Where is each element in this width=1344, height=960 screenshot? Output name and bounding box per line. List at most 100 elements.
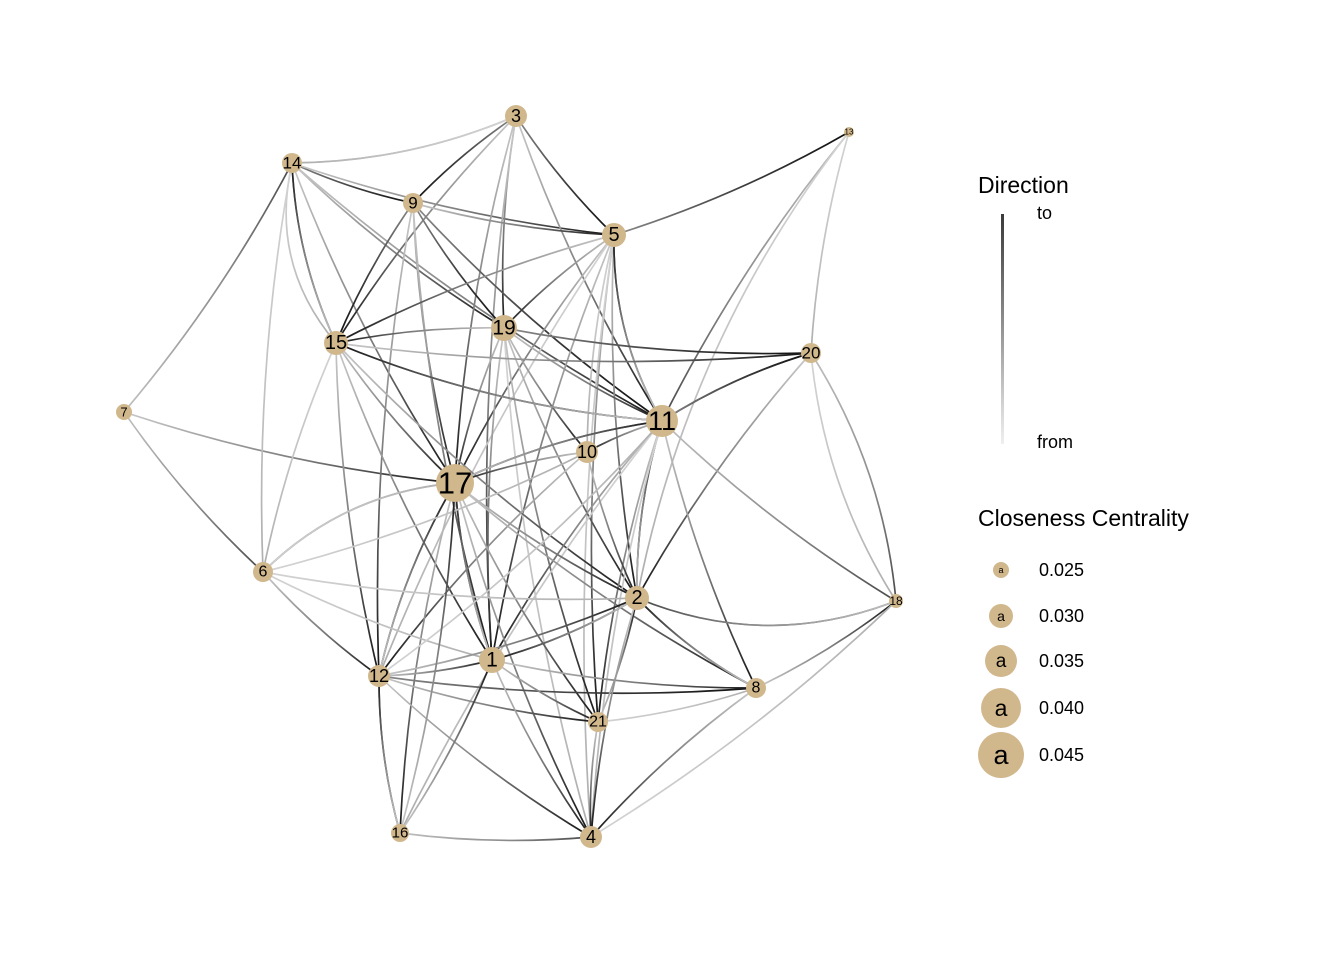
graph-edge-20-18 bbox=[810, 352, 897, 602]
node-circle bbox=[479, 647, 505, 673]
graph-edge-11-5 bbox=[613, 234, 663, 422]
graph-edge-2-4 bbox=[590, 597, 638, 838]
graph-edge-5-13 bbox=[613, 131, 850, 236]
graph-edge-17-11 bbox=[454, 420, 663, 484]
graph-edge-21-8 bbox=[597, 687, 757, 723]
node-circle bbox=[436, 464, 474, 502]
graph-edge-12-11 bbox=[378, 420, 663, 677]
graph-edge-19-15 bbox=[335, 326, 505, 344]
centrality-legend-title: Closeness Centrality bbox=[978, 505, 1189, 531]
graph-edge-5-17 bbox=[454, 234, 615, 484]
node-circle bbox=[282, 153, 302, 173]
graph-edge-13-2 bbox=[636, 131, 850, 599]
graph-edge-14-5 bbox=[291, 162, 615, 236]
graph-node-3: 3 bbox=[505, 105, 527, 127]
graph-node-18: 18 bbox=[889, 594, 903, 608]
graph-edge-17-6 bbox=[262, 482, 456, 573]
graph-edge-11-16 bbox=[399, 420, 663, 834]
centrality-legend-item: a 0.030 bbox=[975, 593, 1195, 639]
graph-node-12: 12 bbox=[368, 665, 390, 687]
centrality-key-cell: a bbox=[975, 593, 1027, 639]
graph-edge-10-2 bbox=[586, 451, 638, 599]
graph-edge-17-2 bbox=[454, 482, 638, 599]
centrality-value-label: 0.045 bbox=[1039, 744, 1085, 765]
node-circle bbox=[588, 712, 608, 732]
graph-node-16: 16 bbox=[391, 824, 409, 842]
graph-edge-14-17 bbox=[291, 162, 456, 484]
graph-edge-11-20 bbox=[661, 352, 812, 422]
graph-edge-20-11 bbox=[661, 352, 812, 422]
graph-edge-9-12 bbox=[376, 202, 414, 677]
centrality-key-cell: a bbox=[975, 547, 1027, 593]
centrality-size-glyph: a bbox=[993, 562, 1009, 578]
centrality-legend-item: a 0.045 bbox=[975, 732, 1195, 778]
centrality-value-label: 0.025 bbox=[1039, 559, 1085, 580]
graph-edge-1-4 bbox=[491, 659, 592, 838]
centrality-size-glyph: a bbox=[978, 732, 1024, 778]
graph-node-14: 14 bbox=[282, 153, 302, 173]
graph-edge-9-5 bbox=[412, 202, 615, 236]
graph-edge-19-2 bbox=[503, 327, 638, 599]
graph-edge-17-16 bbox=[399, 482, 456, 834]
edge-layer bbox=[123, 115, 897, 842]
graph-edge-3-5 bbox=[515, 115, 615, 236]
graph-edge-11-4 bbox=[590, 420, 663, 838]
graph-edge-16-17 bbox=[399, 482, 456, 834]
centrality-value-label: 0.035 bbox=[1039, 650, 1085, 671]
graph-edge-19-1 bbox=[487, 327, 505, 661]
node-circle bbox=[801, 343, 821, 363]
graph-edge-8-18 bbox=[755, 600, 897, 689]
graph-node-20: 20 bbox=[801, 343, 821, 363]
centrality-legend-item: a 0.035 bbox=[975, 638, 1195, 684]
graph-edge-7-17 bbox=[123, 411, 456, 484]
graph-edge-8-4 bbox=[590, 687, 757, 838]
node-circle bbox=[746, 678, 766, 698]
node-circle bbox=[403, 193, 423, 213]
graph-edge-19-4 bbox=[503, 327, 592, 838]
graph-edge-11-21 bbox=[597, 420, 663, 723]
graph-edge-16-1 bbox=[399, 659, 493, 834]
graph-edge-12-17 bbox=[378, 482, 456, 677]
graph-edge-9-17 bbox=[412, 202, 456, 484]
graph-edge-15-14 bbox=[291, 162, 337, 344]
centrality-size-glyph: a bbox=[981, 688, 1021, 728]
graph-edge-21-2 bbox=[597, 597, 638, 723]
node-circle bbox=[324, 331, 348, 355]
graph-edge-11-15 bbox=[335, 342, 663, 422]
graph-edge-5-11 bbox=[613, 234, 663, 422]
graph-node-1: 1 bbox=[479, 647, 505, 673]
graph-edge-6-10 bbox=[262, 451, 588, 573]
graph-edge-16-12 bbox=[378, 675, 401, 834]
graph-edge-9-15 bbox=[335, 202, 414, 344]
graph-edge-9-19 bbox=[412, 202, 505, 329]
graph-edge-20-18 bbox=[810, 352, 897, 602]
graph-edge-13-20 bbox=[810, 131, 850, 354]
direction-to-label: to bbox=[1037, 203, 1053, 223]
graph-edge-2-1 bbox=[491, 597, 638, 661]
graph-edge-1-17 bbox=[454, 482, 493, 661]
node-circle bbox=[889, 594, 903, 608]
centrality-legend-item: a 0.025 bbox=[975, 547, 1195, 593]
graph-edge-12-4 bbox=[378, 675, 592, 838]
graph-edge-13-11 bbox=[661, 131, 850, 422]
graph-edge-9-1 bbox=[412, 202, 493, 661]
graph-edge-21-4 bbox=[589, 721, 599, 838]
direction-legend-title: Direction bbox=[978, 172, 1069, 198]
graph-edge-12-21 bbox=[378, 675, 599, 723]
graph-edge-20-2 bbox=[636, 352, 812, 599]
graph-edge-14-19 bbox=[291, 162, 505, 329]
graph-edge-17-8 bbox=[454, 482, 757, 689]
graph-edge-1-21 bbox=[491, 659, 599, 723]
graph-node-13: 13 bbox=[844, 127, 854, 137]
graph-node-9: 9 bbox=[403, 193, 423, 213]
graph-edge-19-11 bbox=[503, 327, 663, 422]
graph-edge-12-16 bbox=[378, 675, 401, 834]
graph-edge-5-12 bbox=[378, 234, 615, 677]
graph-edge-4-18 bbox=[590, 600, 897, 838]
graph-edge-15-2 bbox=[335, 342, 638, 599]
graph-edge-6-1 bbox=[262, 571, 493, 661]
graph-edge-7-14 bbox=[123, 162, 293, 413]
graph-edge-3-9 bbox=[412, 115, 517, 204]
graph-edge-11-1 bbox=[491, 420, 663, 661]
node-circle bbox=[253, 562, 273, 582]
